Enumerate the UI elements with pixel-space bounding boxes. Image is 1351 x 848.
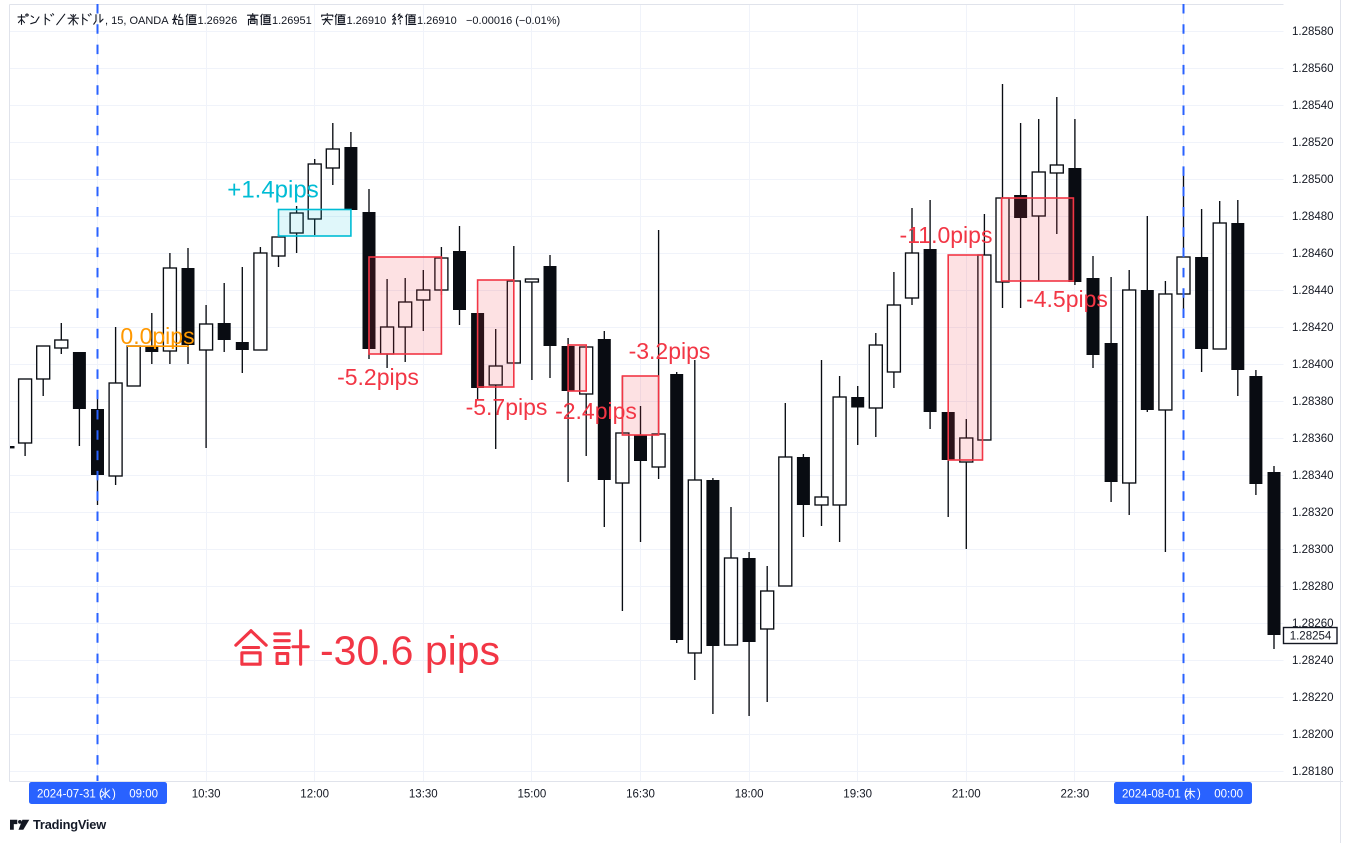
svg-text:22:30: 22:30 xyxy=(1061,789,1090,801)
svg-text:16:30: 16:30 xyxy=(626,789,655,801)
svg-text:1.28520: 1.28520 xyxy=(1292,137,1334,149)
svg-text:18:00: 18:00 xyxy=(735,789,764,801)
svg-text:1.28220: 1.28220 xyxy=(1292,692,1334,704)
svg-text:09:00: 09:00 xyxy=(129,789,158,801)
svg-text:1.28420: 1.28420 xyxy=(1292,322,1334,334)
svg-text:1.28280: 1.28280 xyxy=(1292,581,1334,593)
svg-text:1.28320: 1.28320 xyxy=(1292,507,1334,519)
svg-text:, 15, OANDA: , 15, OANDA xyxy=(105,15,169,27)
svg-text:21:00: 21:00 xyxy=(952,789,981,801)
svg-text:1.26926: 1.26926 xyxy=(198,15,238,27)
svg-text:1.28380: 1.28380 xyxy=(1292,396,1334,408)
svg-text:1.28460: 1.28460 xyxy=(1292,248,1334,260)
svg-text:-30.6 pips: -30.6 pips xyxy=(320,628,500,674)
svg-text:-5.2pips: -5.2pips xyxy=(337,364,419,390)
svg-text:-5.7pips: -5.7pips xyxy=(466,394,548,420)
svg-text:1.28200: 1.28200 xyxy=(1292,729,1334,741)
svg-text:−0.00016 (−0.01%): −0.00016 (−0.01%) xyxy=(466,15,560,27)
svg-text:1.28400: 1.28400 xyxy=(1292,359,1334,371)
svg-text:-3.2pips: -3.2pips xyxy=(629,338,711,364)
svg-text:1.28500: 1.28500 xyxy=(1292,174,1334,186)
svg-text:1.28540: 1.28540 xyxy=(1292,100,1334,112)
svg-text:-11.0pips: -11.0pips xyxy=(900,222,993,248)
svg-text:1.26910: 1.26910 xyxy=(347,15,387,27)
svg-text:10:30: 10:30 xyxy=(192,789,221,801)
svg-text:1.28340: 1.28340 xyxy=(1292,470,1334,482)
svg-text:12:00: 12:00 xyxy=(300,789,329,801)
svg-text:-2.4pips: -2.4pips xyxy=(555,398,637,424)
svg-text:): ) xyxy=(1197,789,1201,801)
svg-text:2024-08-01 (: 2024-08-01 ( xyxy=(1122,789,1188,801)
svg-text:15:00: 15:00 xyxy=(518,789,547,801)
svg-text:19:30: 19:30 xyxy=(843,789,872,801)
svg-text:1.28580: 1.28580 xyxy=(1292,26,1334,38)
svg-text:13:30: 13:30 xyxy=(409,789,438,801)
svg-text:1.26910: 1.26910 xyxy=(417,15,457,27)
svg-text:1.28300: 1.28300 xyxy=(1292,544,1334,556)
svg-text:1.26951: 1.26951 xyxy=(272,15,312,27)
svg-text:1.28560: 1.28560 xyxy=(1292,63,1334,75)
svg-text:1.28180: 1.28180 xyxy=(1292,766,1334,778)
svg-text:TradingView: TradingView xyxy=(33,817,106,832)
svg-text:1.28480: 1.28480 xyxy=(1292,211,1334,223)
svg-text:0.0pips: 0.0pips xyxy=(120,323,194,349)
svg-text:-4.5pips: -4.5pips xyxy=(1026,286,1108,312)
svg-text:2024-07-31 (: 2024-07-31 ( xyxy=(37,789,103,801)
svg-text:+1.4pips: +1.4pips xyxy=(227,177,318,204)
svg-text:): ) xyxy=(112,789,116,801)
svg-text:1.28254: 1.28254 xyxy=(1290,631,1332,643)
svg-text:00:00: 00:00 xyxy=(1214,789,1243,801)
svg-text:1.28440: 1.28440 xyxy=(1292,285,1334,297)
svg-text:1.28360: 1.28360 xyxy=(1292,433,1334,445)
svg-text:1.28240: 1.28240 xyxy=(1292,655,1334,667)
